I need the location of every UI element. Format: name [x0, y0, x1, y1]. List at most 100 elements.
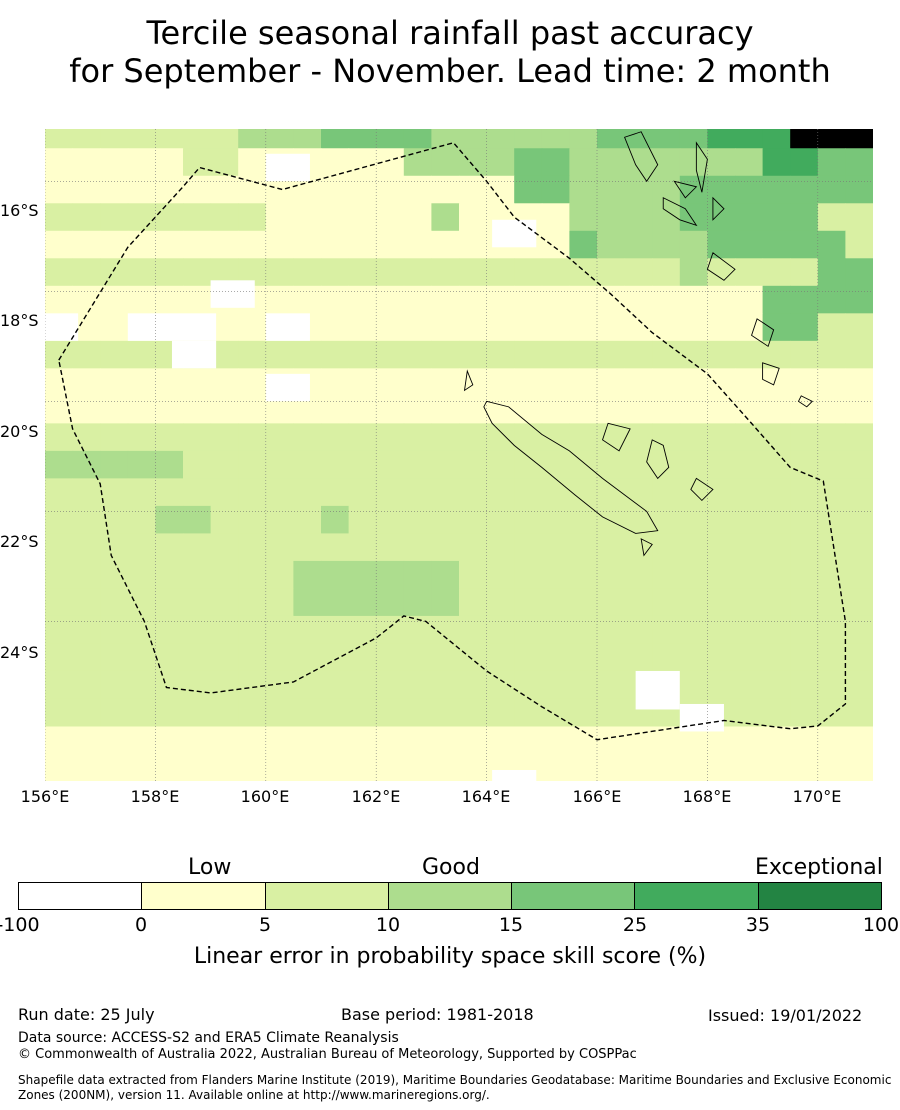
skill-cell [817, 450, 846, 479]
skill-cell [321, 450, 350, 479]
skill-cell [403, 313, 432, 342]
lon-label-158e: 158°E [130, 787, 180, 806]
skill-cell [652, 615, 681, 644]
skill-cell [155, 129, 184, 149]
skill-cell [597, 505, 626, 534]
skill-cell [817, 313, 846, 342]
skill-cell [845, 698, 873, 727]
skill-cell [679, 368, 708, 397]
skill-cell [293, 588, 322, 617]
island-coastline [706, 252, 736, 281]
skill-cell [735, 478, 764, 507]
skill-cell [45, 670, 74, 699]
skill-cell [72, 203, 101, 232]
shapefile-credit: Shapefile data extracted from Flanders M… [18, 1073, 892, 1102]
skill-cell [762, 615, 791, 644]
skill-cell [845, 423, 873, 452]
skill-cell [459, 340, 488, 369]
skill-cell [100, 313, 129, 342]
skill-cell [321, 230, 350, 259]
skill-cell [72, 395, 101, 424]
lat-label-24s: 24°S [0, 643, 39, 662]
skill-cell [735, 505, 764, 534]
skill-cell [72, 615, 101, 644]
skill-cell [762, 313, 791, 342]
skill-cell [459, 258, 488, 287]
skill-cell [403, 505, 432, 534]
colorbar-tick: 5 [258, 914, 272, 936]
skill-cell [293, 285, 322, 314]
skill-cell [569, 670, 598, 699]
skill-cell [265, 450, 294, 479]
skill-cell [431, 643, 460, 672]
skill-cell [431, 560, 460, 589]
skill-cell [238, 450, 267, 479]
skill-cell [735, 340, 764, 369]
skill-cell [514, 368, 543, 397]
skill-cell [348, 560, 377, 589]
skill-cell [624, 615, 653, 644]
skill-cell [183, 230, 212, 259]
lon-label-160e: 160°E [240, 787, 290, 806]
skill-cell [514, 395, 543, 424]
skill-cell [100, 285, 129, 314]
skill-cell [569, 230, 598, 259]
skill-cell [707, 148, 736, 177]
skill-cell [790, 313, 819, 342]
skill-cell [403, 258, 432, 287]
skill-cell [735, 643, 764, 672]
skill-cell [238, 148, 267, 177]
skill-cell [72, 698, 101, 727]
skill-cell [624, 533, 653, 562]
skill-cell [127, 285, 156, 314]
skill-cell [45, 129, 74, 149]
skill-cell [403, 533, 432, 562]
skill-cell [403, 450, 432, 479]
skill-cell [348, 588, 377, 617]
skill-cell [514, 670, 543, 699]
skill-cell [72, 175, 101, 204]
skill-cell [127, 588, 156, 617]
skill-cell [265, 423, 294, 452]
skill-cell [348, 533, 377, 562]
skill-cell [735, 203, 764, 232]
skill-cell [100, 698, 129, 727]
skill-cell [321, 505, 350, 534]
colorbar-tick: 0 [134, 914, 148, 936]
missing-cell [265, 373, 310, 402]
island-coastline [762, 362, 780, 386]
skill-cell [569, 423, 598, 452]
skill-cell [569, 505, 598, 534]
skill-cell [597, 643, 626, 672]
skill-cell [624, 560, 653, 589]
skill-cell [127, 148, 156, 177]
skill-cell [100, 175, 129, 204]
skill-cell [72, 533, 101, 562]
skill-cell [707, 230, 736, 259]
skill-cell [348, 129, 377, 149]
skill-cell [321, 175, 350, 204]
skill-cell [376, 698, 405, 727]
skill-cell [210, 698, 239, 727]
skill-cell [265, 258, 294, 287]
skill-cell [679, 643, 708, 672]
missing-cell [265, 153, 310, 182]
skill-cell [790, 340, 819, 369]
skill-cell [845, 615, 873, 644]
skill-cell [845, 505, 873, 534]
skill-cell [762, 533, 791, 562]
skill-cell [486, 313, 515, 342]
skill-cell [762, 258, 791, 287]
skill-cell [238, 175, 267, 204]
skill-cell [100, 615, 129, 644]
skill-cell [790, 175, 819, 204]
colorbar-swatch [265, 883, 389, 909]
skill-cell [210, 615, 239, 644]
skill-cell [45, 423, 74, 452]
skill-cell [845, 643, 873, 672]
lon-label-162e: 162°E [351, 787, 401, 806]
skill-cell [790, 203, 819, 232]
skill-cell [459, 368, 488, 397]
skill-cell [459, 129, 488, 149]
skill-cell [514, 478, 543, 507]
